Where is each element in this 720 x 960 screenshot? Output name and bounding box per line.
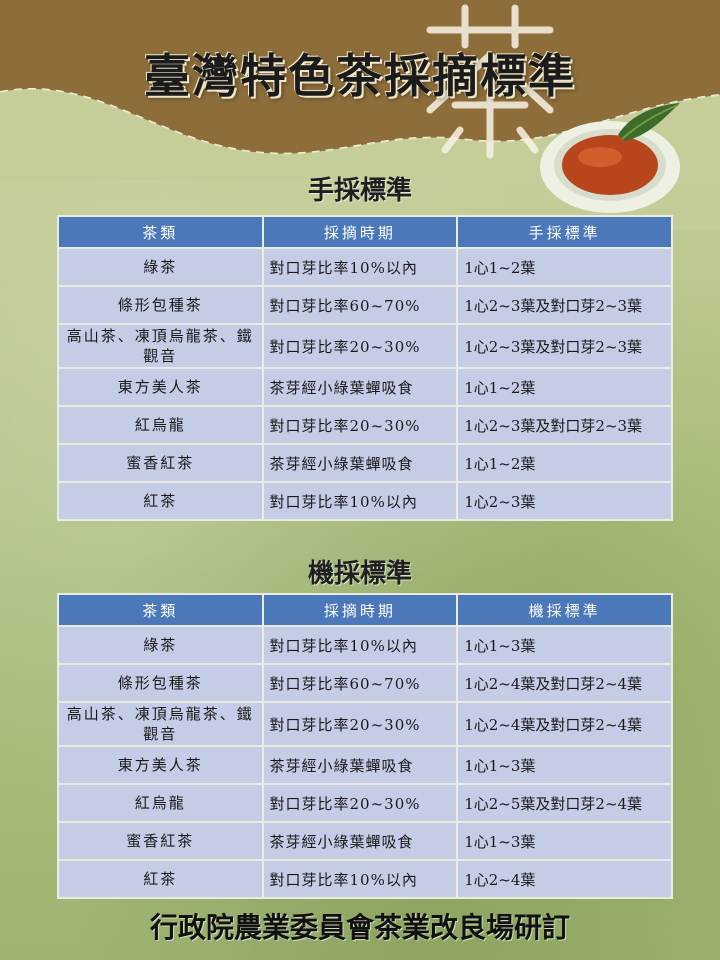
period-cell: 對口芽比率60~70% — [261, 285, 459, 325]
period-cell: 茶芽經小綠葉蟬吸食 — [261, 821, 459, 861]
period-cell: 對口芽比率10%以內 — [261, 625, 459, 665]
period-cell: 茶芽經小綠葉蟬吸食 — [261, 443, 459, 483]
period-cell: 茶芽經小綠葉蟬吸食 — [261, 745, 459, 785]
standard-cell: 1心2~3葉 — [456, 481, 673, 521]
tea-type-cell: 紅茶 — [57, 481, 264, 521]
tea-cup-icon — [540, 103, 680, 213]
period-cell: 對口芽比率20~30% — [261, 701, 459, 747]
standard-cell: 1心2~4葉 — [456, 859, 673, 899]
table-row: 蜜香紅茶 茶芽經小綠葉蟬吸食 1心1~3葉 — [57, 821, 673, 861]
standard-cell: 1心1~3葉 — [456, 821, 673, 861]
standard-cell: 1心2~3葉及對口芽2~3葉 — [456, 285, 673, 325]
period-cell: 茶芽經小綠葉蟬吸食 — [261, 367, 459, 407]
tea-type-cell: 條形包種茶 — [57, 285, 264, 325]
table-row: 條形包種茶 對口芽比率60~70% 1心2~3葉及對口芽2~3葉 — [57, 285, 673, 325]
tea-type-cell: 蜜香紅茶 — [57, 443, 264, 483]
period-cell: 對口芽比率20~30% — [261, 405, 459, 445]
tea-type-cell: 條形包種茶 — [57, 663, 264, 703]
period-cell: 對口芽比率60~70% — [261, 663, 459, 703]
tea-type-cell: 綠茶 — [57, 625, 264, 665]
tea-type-cell: 綠茶 — [57, 247, 264, 287]
standard-cell: 1心2~5葉及對口芽2~4葉 — [456, 783, 673, 823]
period-cell: 對口芽比率10%以內 — [261, 247, 459, 287]
tea-type-cell: 紅烏龍 — [57, 405, 264, 445]
standard-cell: 1心2~4葉及對口芽2~4葉 — [456, 663, 673, 703]
header-standard: 手採標準 — [456, 215, 673, 249]
period-cell: 對口芽比率10%以內 — [261, 859, 459, 899]
table-row: 紅烏龍 對口芽比率20~30% 1心2~3葉及對口芽2~3葉 — [57, 405, 673, 445]
standard-cell: 1心2~3葉及對口芽2~3葉 — [456, 323, 673, 369]
standard-cell: 1心1~3葉 — [456, 745, 673, 785]
tea-type-cell: 蜜香紅茶 — [57, 821, 264, 861]
period-cell: 對口芽比率10%以內 — [261, 481, 459, 521]
machine-standard-table: 茶類 採摘時期 機採標準 綠茶 對口芽比率10%以內 1心1~3葉 條形包種茶 … — [57, 593, 673, 899]
standard-cell: 1心1~2葉 — [456, 367, 673, 407]
table-row: 紅茶 對口芽比率10%以內 1心2~4葉 — [57, 859, 673, 899]
table-row: 綠茶 對口芽比率10%以內 1心1~2葉 — [57, 247, 673, 287]
table-header-row: 茶類 採摘時期 機採標準 — [57, 593, 673, 627]
table-row: 綠茶 對口芽比率10%以內 1心1~3葉 — [57, 625, 673, 665]
tea-type-cell: 東方美人茶 — [57, 367, 264, 407]
standard-cell: 1心2~4葉及對口芽2~4葉 — [456, 701, 673, 747]
hand-section-title: 手採標準 — [307, 176, 412, 206]
table-row: 高山茶、凍頂烏龍茶、鐵觀音 對口芽比率20~30% 1心2~3葉及對口芽2~3葉 — [57, 323, 673, 369]
header-period: 採摘時期 — [261, 215, 459, 249]
page-title: 臺灣特色茶採摘標準 — [144, 49, 576, 103]
tea-calligraphy-icon — [426, 4, 554, 159]
table-row: 東方美人茶 茶芽經小綠葉蟬吸食 1心1~3葉 — [57, 745, 673, 785]
period-cell: 對口芽比率20~30% — [261, 323, 459, 369]
tea-type-cell: 紅茶 — [57, 859, 264, 899]
header-tea-type: 茶類 — [57, 215, 264, 249]
standard-cell: 1心2~3葉及對口芽2~3葉 — [456, 405, 673, 445]
machine-section-title: 機採標準 — [307, 559, 412, 589]
table-row: 蜜香紅茶 茶芽經小綠葉蟬吸食 1心1~2葉 — [57, 443, 673, 483]
table-row: 紅茶 對口芽比率10%以內 1心2~3葉 — [57, 481, 673, 521]
standard-cell: 1心1~3葉 — [456, 625, 673, 665]
table-row: 條形包種茶 對口芽比率60~70% 1心2~4葉及對口芽2~4葉 — [57, 663, 673, 703]
header-tea-type: 茶類 — [57, 593, 264, 627]
table-row: 東方美人茶 茶芽經小綠葉蟬吸食 1心1~2葉 — [57, 367, 673, 407]
table-header-row: 茶類 採摘時期 手採標準 — [57, 215, 673, 249]
hand-standard-table: 茶類 採摘時期 手採標準 綠茶 對口芽比率10%以內 1心1~2葉 條形包種茶 … — [57, 215, 673, 521]
table-row: 高山茶、凍頂烏龍茶、鐵觀音 對口芽比率20~30% 1心2~4葉及對口芽2~4葉 — [57, 701, 673, 747]
tea-type-cell: 高山茶、凍頂烏龍茶、鐵觀音 — [57, 701, 264, 747]
period-cell: 對口芽比率20~30% — [261, 783, 459, 823]
table-row: 紅烏龍 對口芽比率20~30% 1心2~5葉及對口芽2~4葉 — [57, 783, 673, 823]
tea-type-cell: 紅烏龍 — [57, 783, 264, 823]
header-standard: 機採標準 — [456, 593, 673, 627]
tea-type-cell: 高山茶、凍頂烏龍茶、鐵觀音 — [57, 323, 264, 369]
footer-credit: 行政院農業委員會茶業改良場研訂 — [149, 911, 570, 944]
standard-cell: 1心1~2葉 — [456, 443, 673, 483]
standard-cell: 1心1~2葉 — [456, 247, 673, 287]
tea-type-cell: 東方美人茶 — [57, 745, 264, 785]
header-period: 採摘時期 — [261, 593, 459, 627]
